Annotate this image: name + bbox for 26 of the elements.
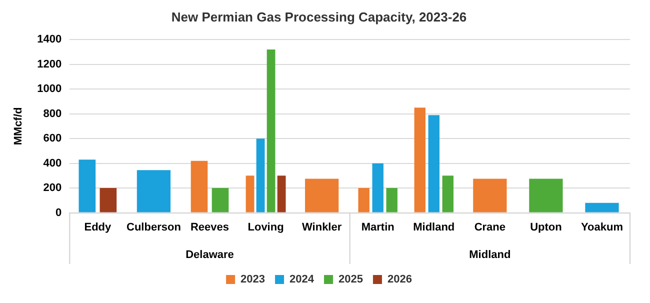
y-tick-label: 400 [43, 157, 62, 170]
x-tick-label: Winkler [302, 221, 342, 234]
legend-label: 2025 [338, 274, 363, 286]
chart-title: New Permian Gas Processing Capacity, 2023-26 [171, 9, 467, 24]
x-tick-label: Upton [530, 221, 562, 234]
x-tick-label: Loving [248, 221, 284, 234]
legend-label: 2023 [240, 274, 266, 286]
x-tick-label: Culberson [126, 221, 182, 234]
y-tick-label: 1200 [37, 58, 62, 70]
y-tick-label: 800 [43, 108, 62, 120]
x-tick-label: Midland [413, 221, 455, 234]
x-tick-label: Yoakum [580, 221, 624, 234]
x-tick-label: Martin [361, 221, 395, 234]
x-tick-label: Reeves [190, 221, 230, 234]
y-axis-title: MMcf/d [12, 107, 25, 146]
text: Midland [469, 249, 511, 262]
legend-label: 2026 [387, 274, 412, 286]
text: Delaware [186, 249, 234, 262]
y-tick-label: 0 [56, 206, 62, 219]
legend-label: 2024 [290, 274, 315, 286]
y-tick-label: 1400 [37, 34, 62, 46]
x-tick-label: Crane [474, 221, 506, 234]
y-tick-label: 200 [43, 182, 62, 194]
x-tick-label: Eddy [84, 221, 112, 234]
y-tick-label: 1000 [37, 83, 62, 96]
y-tick-label: 600 [43, 132, 62, 145]
